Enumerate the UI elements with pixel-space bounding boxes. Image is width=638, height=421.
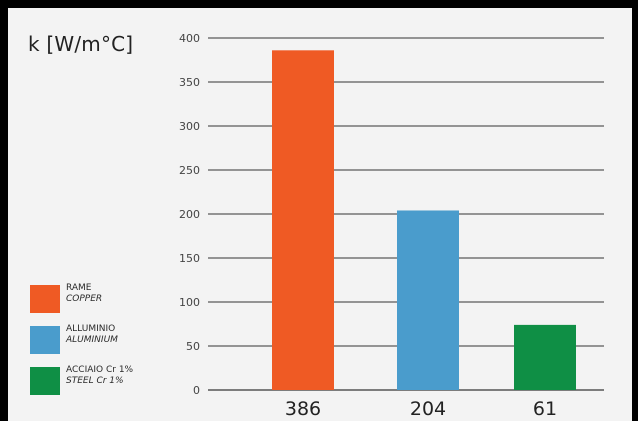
x-tick-label: 61 <box>533 398 557 420</box>
bar <box>514 324 576 390</box>
y-tick-label: 350 <box>179 76 200 89</box>
y-tick-label: 250 <box>179 164 200 177</box>
x-tick-label: 204 <box>410 398 446 420</box>
legend-label-en: STEEL Cr 1% <box>66 376 124 386</box>
legend-label-en: COPPER <box>66 294 103 304</box>
legend-label-it: RAME <box>66 283 92 293</box>
y-tick-label: 0 <box>193 384 200 397</box>
legend-label-en: ALUMINIUM <box>66 335 118 345</box>
legend-swatch-steel <box>30 367 60 395</box>
x-tick-label: 386 <box>285 398 321 420</box>
y-tick-label: 50 <box>186 340 200 353</box>
legend-swatch-copper <box>30 285 60 313</box>
y-axis-label: k [W/m°C] <box>28 32 134 56</box>
legend-label-it: ALLUMINIO <box>66 324 116 334</box>
y-tick-label: 400 <box>179 32 200 45</box>
legend-swatch-aluminium <box>30 326 60 354</box>
bar <box>272 50 334 390</box>
y-tick-label: 300 <box>179 120 200 133</box>
y-tick-label: 200 <box>179 208 200 221</box>
bar <box>397 210 459 390</box>
y-tick-label: 150 <box>179 252 200 265</box>
legend-label-it: ACCIAIO Cr 1% <box>66 365 134 375</box>
y-tick-label: 100 <box>179 296 200 309</box>
